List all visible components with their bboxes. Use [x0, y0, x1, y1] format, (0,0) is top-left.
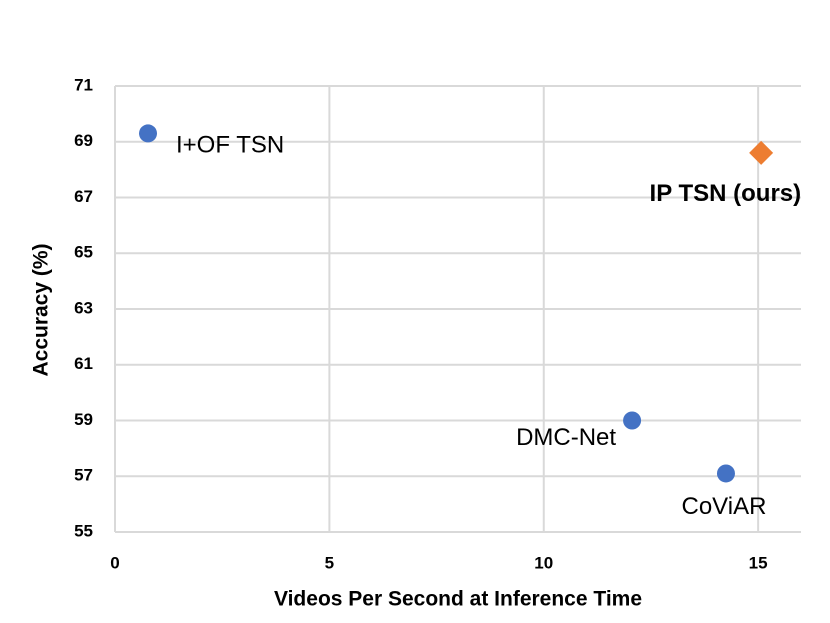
y-tick-label: 57 [74, 466, 93, 485]
x-tick-label: 10 [534, 553, 553, 572]
y-tick-label: 59 [74, 410, 93, 429]
point [716, 464, 735, 483]
x-tick-label: 0 [110, 553, 119, 572]
point-label: DMC-Net [516, 424, 616, 451]
y-tick-label: 71 [74, 75, 93, 94]
y-axis-title: Accuracy (%) [30, 243, 53, 376]
x-axis-title: Videos Per Second at Inference Time [274, 588, 642, 611]
y-tick-label: 69 [74, 131, 93, 150]
point-label: I+OF TSN [176, 132, 284, 159]
point [623, 411, 642, 430]
y-tick-label: 55 [74, 521, 93, 540]
point [749, 140, 774, 165]
x-tick-label: 5 [325, 553, 334, 572]
point-label: IP TSN (ours) [650, 180, 802, 207]
y-tick-label: 67 [74, 187, 93, 206]
point-label: CoViAR [682, 493, 767, 520]
x-tick-label: 15 [749, 553, 768, 572]
y-tick-label: 63 [74, 298, 93, 317]
y-tick-label: 65 [74, 243, 93, 262]
point [139, 124, 158, 143]
y-tick-label: 61 [74, 354, 93, 373]
